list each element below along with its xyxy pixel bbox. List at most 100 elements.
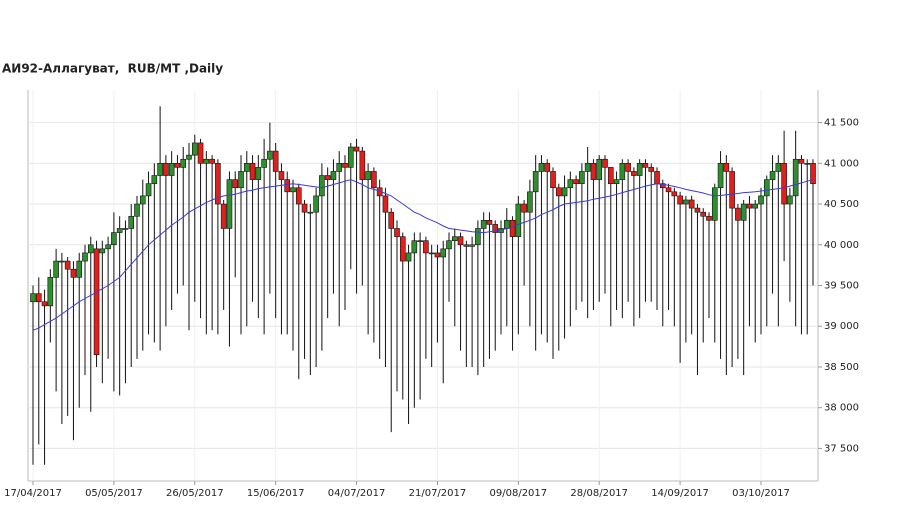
candle-body [740,203,747,221]
y-tick-label: 37 500 [824,443,859,454]
candle-body [139,195,146,205]
candle-body [798,158,805,164]
candle-body [163,163,169,176]
candle-body [423,240,429,254]
x-tick-label: 03/10/2017 [732,488,790,499]
candle-body [145,183,152,197]
candle-body [365,171,371,180]
candle-body [706,215,712,221]
candle-body [215,163,221,205]
candle-body [122,228,129,230]
candle-body [457,236,464,246]
candle-body [677,195,683,205]
x-tick-label: 26/05/2017 [166,488,224,499]
candle-body [579,171,585,184]
candle-body [717,163,724,189]
candle-body [382,195,389,213]
candle-body [168,163,175,176]
candle-body [411,240,418,254]
candle-body [711,187,718,221]
moving-average-line [32,179,814,331]
candle-body [197,142,204,164]
candle-body [203,158,210,164]
candle-body [128,215,135,229]
candle-body [209,158,215,164]
candle-body [93,248,100,356]
candle-body [584,163,591,172]
candle-body [301,203,308,213]
chart-title: АИ92-Аллагуват, RUB/MT ,Daily [2,62,223,76]
candle-body [330,171,337,180]
candle-body [105,244,111,250]
candle-body [636,163,643,176]
candle-body [232,179,239,189]
candle-body [30,293,36,303]
x-tick-label: 05/05/2017 [85,488,143,499]
candle-body [180,158,187,168]
candle-body [596,158,603,180]
candle-body [573,179,579,184]
candle-body [151,175,158,184]
candle-body [469,244,475,247]
candle-body [735,207,741,221]
x-tick-label: 04/07/2017 [328,488,386,499]
candle-body [810,163,816,184]
candle-body [463,244,470,247]
candle-body [538,163,545,172]
candle-body [642,163,649,168]
candle-body [111,232,117,246]
candle-body [174,163,181,168]
candle-body [688,199,695,209]
candle-body [388,211,395,229]
candle-body [76,260,83,278]
candle-body [284,179,291,193]
candle-body [359,150,366,180]
candle-body [475,228,481,246]
candle-body [769,171,776,180]
candle-body [41,301,48,307]
candle-body [313,195,319,213]
candle-body [451,236,458,241]
x-tick-label: 09/08/2017 [490,488,548,499]
candle-body [619,163,626,180]
candle-body [417,240,423,242]
candle-body [521,203,527,213]
candle-body [116,228,123,233]
candle-body [480,220,487,229]
candle-body [665,187,672,193]
candle-body [191,142,198,156]
candle-body [492,224,499,233]
candle-body [243,163,250,172]
candle-body [70,268,77,278]
candle-body [59,260,65,263]
candle-body [440,248,447,258]
candle-body [752,203,759,209]
candle-body [654,171,660,184]
candle-body [775,163,782,172]
candle-body [336,163,343,172]
candle-body [267,150,273,160]
candle-body [700,211,707,217]
x-tick-label: 28/08/2017 [570,488,628,499]
candle-body [527,191,533,213]
candle-body [295,187,302,205]
candle-body [47,277,54,307]
candle-body [607,167,614,184]
candle-body [723,163,730,172]
candle-body [87,244,94,254]
x-tick-label: 21/07/2017 [409,488,467,499]
y-tick-label: 41 000 [824,158,859,169]
candle-body [787,195,793,205]
y-tick-label: 39 500 [824,281,859,292]
candle-body [515,203,522,237]
candle-body [347,146,354,168]
candle-body [792,158,799,197]
candle-body [509,220,516,237]
candle-body [307,211,314,214]
candle-body [804,163,811,165]
candle-body [590,163,597,180]
candle-body [319,175,325,197]
candle-body [486,220,493,225]
candle-body [446,240,452,250]
